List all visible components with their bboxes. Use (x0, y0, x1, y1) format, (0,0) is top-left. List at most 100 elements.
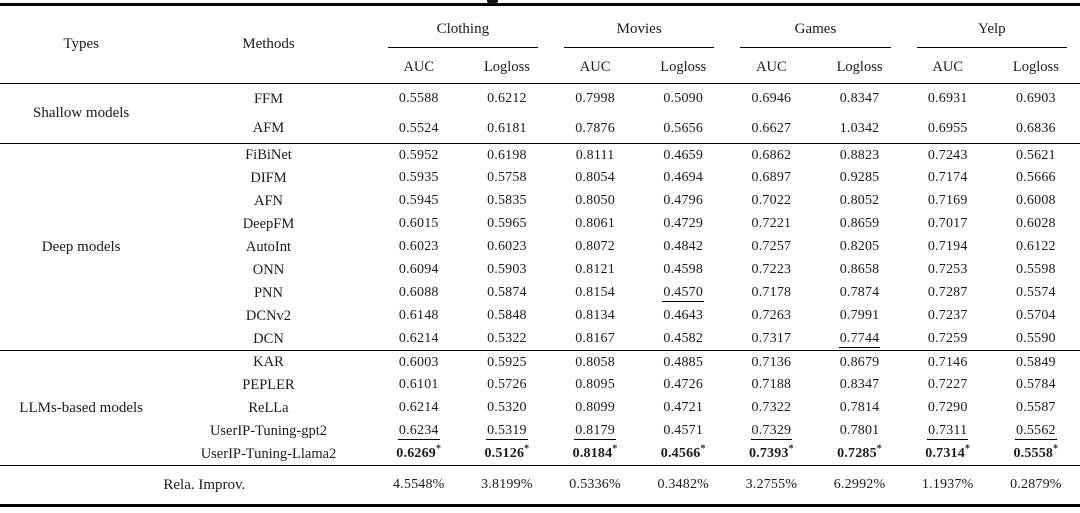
significance-star: * (964, 443, 971, 455)
metric-value: 0.8052 (839, 193, 880, 209)
method-label: AutoInt (245, 238, 292, 255)
metric-value: 0.7744 (815, 327, 904, 351)
rela-improv-value: 0.5336% (569, 477, 621, 493)
metric-value: 0.6181 (462, 113, 551, 144)
method-label: DeepFM (242, 215, 295, 232)
col-header-methods: Methods (162, 4, 375, 84)
table-row: AFN 0.5945 0.5835 0.8050 0.4796 0.7022 0.8052 0… (0, 190, 1080, 213)
table-row: AutoInt 0.6023 0.6023 0.8072 0.4842 0.7257 0.8… (0, 236, 1080, 259)
metric-value: 0.7194 (927, 239, 968, 255)
metric-value: 0.6836 (991, 113, 1080, 144)
metric-value: 0.6269* (374, 442, 463, 466)
metric-value: 0.8058 (575, 354, 615, 370)
metric-value: 0.7290 (927, 400, 968, 416)
metric-value: 0.4842 (663, 239, 704, 255)
metric-value: 0.6008 (1016, 193, 1056, 209)
metric-value: 0.7223 (751, 262, 792, 278)
metric-value: 0.6094 (398, 262, 439, 278)
metric-value: 0.6023 (398, 239, 439, 255)
col-header-logloss-games: Logloss (815, 50, 904, 84)
metric-value: 0.4796 (663, 193, 704, 209)
metric-value: 0.5574 (1016, 285, 1056, 301)
table-header: Types Methods Clothing Movies Games Yelp… (0, 4, 1080, 84)
metric-value: 0.8111 (575, 147, 615, 163)
metric-value: 0.7991 (839, 308, 880, 324)
metric-value: 0.7022 (751, 193, 792, 209)
metric-value: 0.6931 (927, 91, 968, 106)
group-label: Yelp (916, 9, 1067, 48)
metric-value: 0.8054 (575, 170, 615, 186)
metric-value: 0.4566* (639, 442, 728, 466)
results-table: Types Methods Clothing Movies Games Yelp… (0, 3, 1080, 507)
metric-value: 0.4643 (663, 308, 704, 324)
significance-star: * (612, 443, 618, 455)
table-row: UserIP-Tuning-gpt2 0.6234 0.5319 0.8179 0.45… (0, 420, 1080, 443)
rela-improv-value: 3.8199% (481, 477, 533, 493)
metric-value: 0.5835 (487, 193, 527, 209)
metric-value: 0.7178 (751, 285, 792, 301)
rela-improv-row: Rela. Improv. 4.5548% 3.8199% 0.5336% 0.… (0, 466, 1080, 506)
metric-value: 0.6015 (398, 216, 439, 232)
rela-improv-value: 6.2992% (833, 477, 886, 493)
metric-value: 0.7801 (839, 423, 880, 439)
group-label: Games (740, 9, 891, 48)
table-row: UserIP-Tuning-Llama2 0.6269* 0.5126* 0.8184… (0, 442, 1080, 466)
metric-value: 0.5562 (1015, 423, 1057, 441)
metric-value: 0.6101 (398, 377, 439, 393)
metric-value: 0.6897 (751, 170, 792, 186)
metric-value: 0.7314* (903, 442, 992, 466)
metric-value: 0.8061 (575, 216, 615, 232)
method-label: UserIP-Tuning-Llama2 (162, 442, 375, 466)
metric-value: 0.5621 (1016, 147, 1056, 163)
metric-value: 0.6955 (903, 113, 992, 144)
metric-value: 0.7169 (927, 193, 968, 209)
metric-value: 0.6212 (487, 91, 527, 106)
significance-star: * (788, 443, 794, 455)
metric-value: 0.5524 (374, 113, 463, 144)
metric-value: 0.6122 (1016, 239, 1056, 255)
metric-value: 1.0342 (815, 113, 904, 144)
metric-value: 0.5784 (1016, 377, 1056, 393)
metric-value: 0.6198 (487, 147, 527, 163)
table-row: DeepFM 0.6015 0.5965 0.8061 0.4729 0.7221 0.86… (0, 213, 1080, 236)
metric-value: 0.5848 (487, 308, 527, 324)
table-row: AFM 0.5524 0.6181 0.7876 0.5656 0.6627 1.0342 0… (0, 113, 1080, 144)
metric-value: 0.4726 (663, 377, 704, 393)
col-group-games: Games (727, 5, 903, 51)
table-row: DCN 0.6214 0.5322 0.8167 0.4582 0.7317 0.7744 0… (0, 327, 1080, 351)
metric-value: 0.5319 (486, 423, 528, 441)
metric-value: 0.4570 (662, 285, 705, 303)
significance-star: * (436, 443, 442, 455)
metric-value: 0.4885 (663, 354, 704, 370)
metric-value: 0.8179 (574, 423, 616, 441)
metric-value: 0.7146 (927, 354, 968, 370)
method-label: DCN (162, 327, 375, 351)
metric-value: 0.6627 (727, 113, 816, 144)
metric-value: 0.8823 (839, 147, 880, 163)
metric-value: 0.5587 (1016, 400, 1056, 416)
metric-value: 0.5925 (487, 354, 527, 370)
metric-value: 0.7136 (751, 354, 792, 370)
metric-value: 0.8099 (575, 400, 615, 416)
metric-value: 0.7227 (927, 377, 968, 393)
metric-value: 0.7874 (839, 285, 880, 301)
rela-improv-value: 0.2879% (1010, 477, 1062, 493)
metric-value: 0.7393* (727, 442, 816, 466)
metric-value: 0.8184* (551, 442, 640, 466)
metric-value: 0.6234 (397, 423, 440, 441)
metric-value: 0.7329 (750, 423, 793, 441)
metric-value: 0.7322 (751, 400, 792, 416)
metric-value: 0.5588 (398, 91, 439, 106)
table-row: PNN 0.6088 0.5874 0.8154 0.4570 0.7178 0.7874 0… (0, 282, 1080, 305)
metric-value: 0.5903 (487, 262, 527, 278)
type-label: Deep models (0, 143, 163, 351)
col-group-yelp: Yelp (904, 5, 1080, 51)
metric-value: 0.8679 (839, 354, 880, 370)
metric-value: 0.6003 (398, 354, 439, 370)
table-row: ReLLa 0.6214 0.5320 0.8099 0.4721 0.7322 0.781… (0, 397, 1080, 420)
metric-value: 0.8050 (575, 193, 615, 209)
method-label: ONN (252, 261, 285, 278)
metric-value: 0.5320 (487, 400, 527, 416)
metric-value: 0.6023 (487, 239, 527, 255)
